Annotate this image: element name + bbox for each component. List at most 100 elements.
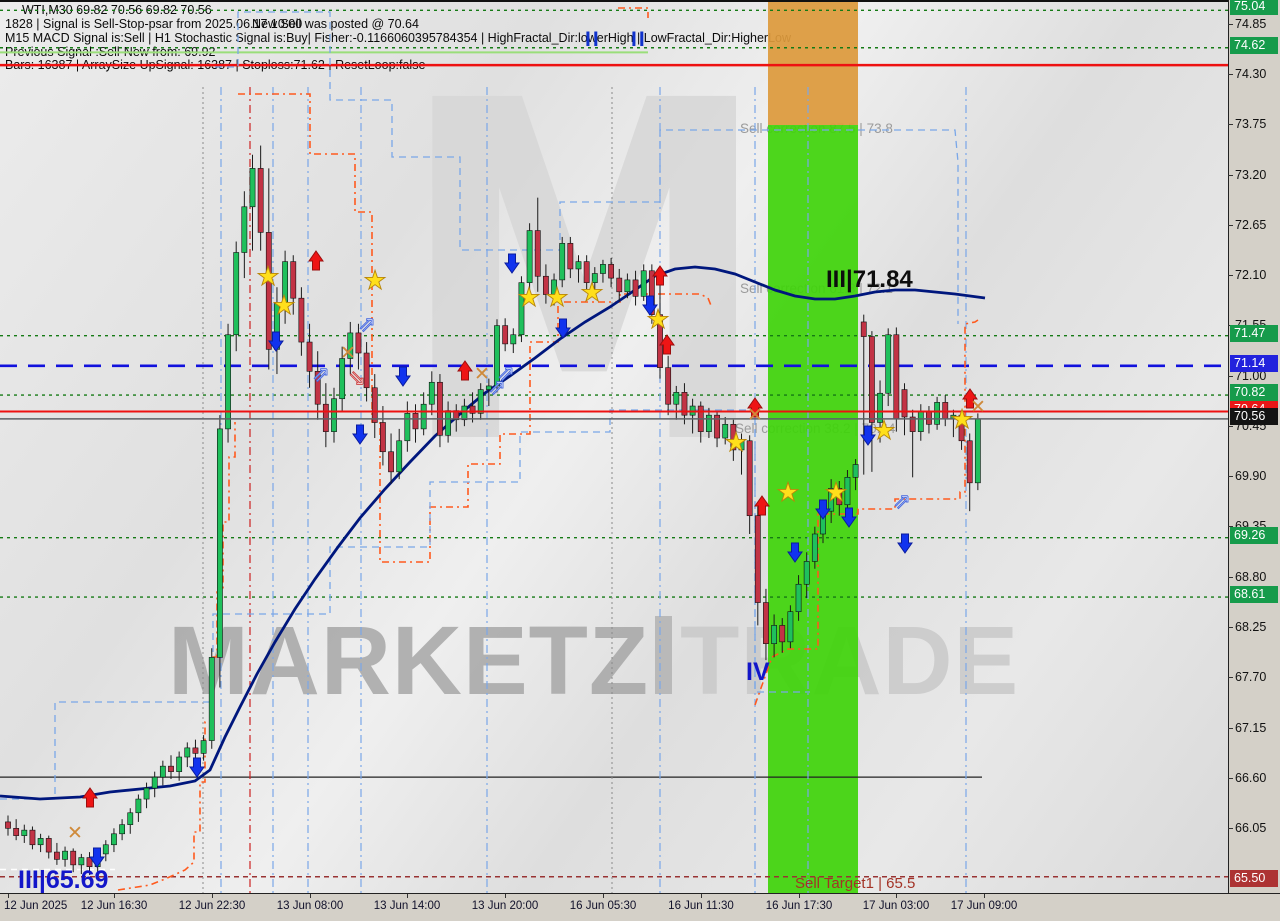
time-tick-label: 12 Jun 22:30 [178,900,246,912]
candle [102,844,109,855]
price-tick: 67.15 [1227,720,1267,735]
candle [225,334,231,430]
price-tick: 66.05 [1227,821,1267,836]
buy-arrow-icon [787,542,803,563]
price-tick: 73.75 [1227,117,1267,132]
candle [551,279,557,295]
candle [119,824,125,835]
candle [314,371,321,405]
candle [70,850,77,866]
candle [111,833,117,846]
sell-arrow-icon [82,787,98,808]
price-tick: 67.70 [1227,670,1267,685]
candle [265,232,272,350]
candle [86,857,93,867]
sell-arrow-icon [962,388,978,409]
price-level-badge: 65.50 [1230,870,1278,888]
channel-lines [0,11,959,800]
candle [534,230,541,277]
price-tick: 73.20 [1227,167,1267,182]
price-axis[interactable]: 74.8574.3073.7573.2072.6572.1071.5571.00… [1227,0,1280,893]
indicator-status-text: M15 MACD Signal is:Sell | H1 Stochastic … [5,31,792,45]
candle [461,405,468,421]
star-signal-icon: ★ [517,283,540,313]
candle [518,282,525,336]
x-signal-icon: ✕ [747,404,763,426]
time-axis[interactable]: 12 Jun 2025 12 Jun 16:30 12 Jun 22:30 13 Ju… [0,893,1280,921]
candle [974,418,981,484]
candle [836,487,843,506]
candle [249,168,256,208]
candle [322,403,329,432]
candle [21,829,28,836]
hollow-up-arrow-icon: ⇗ [497,361,515,385]
candle [53,851,60,860]
star-signal-icon: ★ [776,478,799,508]
candle [306,341,313,372]
hollow-up-arrow-icon: ⇗ [312,362,330,386]
candle [860,321,867,337]
candle [803,561,810,585]
hollow-up-arrow-icon: ⇗ [358,312,376,336]
candle [494,325,500,387]
candle [143,787,150,800]
candle [665,367,672,405]
candle [233,252,240,336]
price-level-badge: 71.47 [1230,324,1278,342]
price-level-badge: 71.14 [1230,354,1278,372]
sell-arrow-icon [652,265,668,286]
candle [412,413,419,430]
hollow-down-arrow-icon: ⇘ [348,366,366,390]
candle [331,398,337,432]
x-signal-icon: ✕ [970,396,986,418]
candle [917,411,924,432]
symbol-ohlc-readout: WTI,M30 69.82 70.56 69.82 70.56 [22,3,212,17]
buy-arrow-icon [860,425,876,446]
star-signal-icon: ★ [256,262,279,292]
sell-arrow-icon [308,250,324,271]
time-tick-label: 17 Jun 09:00 [950,900,1018,912]
sell-arrow-icon [659,334,675,355]
level-lines [0,9,1228,878]
candle [787,611,794,643]
candle [371,387,378,423]
candle [5,821,11,829]
candle [404,413,411,442]
wave-iv-label: IV [746,658,770,686]
candle [771,625,777,644]
sell-arrow-icon [754,495,770,516]
watermark-brand-divider [655,616,673,694]
x-signal-icon: ✕ [474,363,490,385]
candle [811,533,818,562]
price-tick: 71.00 [1227,368,1267,383]
time-tick-label: 16 Jun 11:30 [668,900,734,912]
buy-arrow-icon [897,533,913,554]
sell-target-label: Sell Target1 | 65.5 [795,875,916,892]
price-tick: 69.90 [1227,469,1267,484]
time-tick-label: 13 Jun 08:00 [276,900,344,912]
star-signal-icon: ★ [545,283,568,313]
buy-arrow-icon [189,757,205,778]
candle [168,765,174,772]
price-tick: 68.80 [1227,569,1267,584]
price-tick: 74.30 [1227,67,1267,81]
candle [184,747,191,758]
chart-canvas[interactable]: M MARKETZTRADE WTI,M30 69.82 70.56 69.82… [0,0,1228,895]
candle [559,243,566,281]
candle [159,765,166,778]
sell-arrow-icon [457,360,473,381]
candle [37,838,44,846]
buy-arrow-icon [504,253,520,274]
chart-plot[interactable]: ★★★★ ★ ★★★★ ★★ ★✕✕✕✕ ✕⇗⇗⇗⇗⇗⇘ [0,2,1228,895]
time-tick-label: 13 Jun 14:00 [373,900,441,912]
candle [705,414,712,432]
buy-arrow-icon [841,507,857,528]
star-signal-icon: ★ [872,416,895,446]
candle [714,414,720,439]
star-signal-icon: ★ [724,428,747,458]
candle [176,756,183,772]
candle [257,168,264,233]
correction-zones [768,2,858,895]
candle [420,403,427,430]
x-signal-icon: ✕ [67,822,83,844]
